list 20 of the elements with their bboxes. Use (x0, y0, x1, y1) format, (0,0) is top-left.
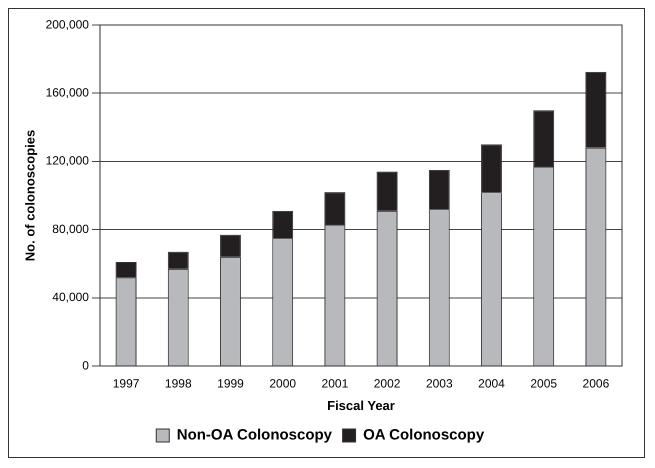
x-tick-label: 2003 (426, 376, 453, 391)
x-tick-label: 2001 (322, 376, 349, 391)
x-tick-label: 2005 (530, 376, 558, 391)
y-tick-label: 80,000 (52, 222, 90, 236)
y-tick-label: 40,000 (52, 290, 90, 304)
x-axis-title: Fiscal Year (327, 398, 395, 413)
legend-label: OA Colonoscopy (363, 426, 485, 444)
x-tick-label: 1999 (217, 376, 244, 391)
y-tick-label: 200,000 (46, 17, 90, 32)
y-tick-label: 0 (82, 358, 90, 372)
x-tick-label: 1998 (164, 376, 192, 391)
y-tick-label: 160,000 (46, 86, 90, 100)
y-tick-label: 120,000 (46, 154, 90, 168)
x-tick-label: 2002 (374, 376, 401, 391)
y-axis-title: No. of colonoscopies (22, 130, 38, 262)
x-tick-label: 2004 (478, 376, 506, 391)
legend-label: Non-OA Colonoscopy (176, 426, 333, 444)
x-tick-label: 2000 (269, 376, 296, 391)
x-tick-label: 1997 (112, 376, 140, 391)
x-tick-label: 2006 (582, 376, 610, 391)
